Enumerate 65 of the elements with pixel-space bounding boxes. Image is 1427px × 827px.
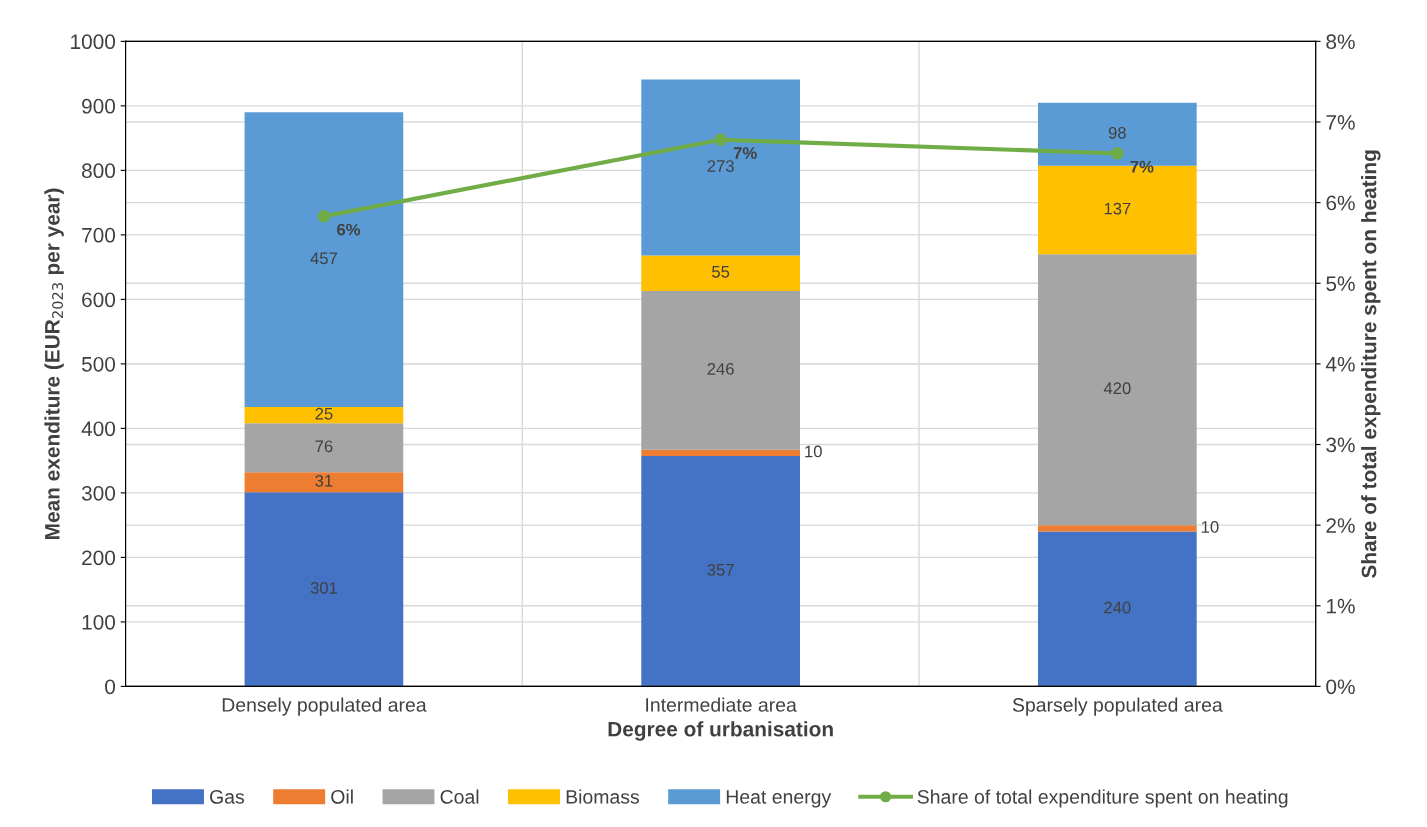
bar	[244, 492, 404, 687]
y2-tick-label: 5%	[1326, 276, 1355, 291]
bar	[1038, 254, 1197, 526]
bar	[641, 290, 800, 450]
y-axis-title: Mean exenditure (EUR$_{2023}$ per year)	[44, 188, 64, 539]
x-tick-label: Sparsely populated area	[1012, 697, 1223, 716]
bar	[641, 456, 800, 687]
bar	[1038, 525, 1197, 532]
data-label: 246	[707, 363, 734, 375]
y-tick-label: 900	[82, 98, 116, 114]
y2-tick-label: 4%	[1325, 356, 1355, 372]
legend-label: Oil	[331, 789, 353, 804]
bar	[244, 112, 404, 408]
data-label: 55	[712, 266, 730, 278]
y-tick-label: 1000	[71, 34, 116, 50]
data-label: 240	[1104, 601, 1131, 614]
y-tick-label: 300	[81, 485, 116, 501]
data-label: 357	[707, 563, 734, 576]
data-label: 273	[707, 160, 734, 172]
y-tick-label: 100	[82, 614, 116, 630]
legend-label: Gas	[210, 789, 245, 804]
y2-tick-label: 2%	[1326, 518, 1355, 533]
data-label: 98	[1108, 126, 1126, 139]
x-tick-label: Densely populated area	[222, 697, 427, 716]
y-tick-label: 600	[82, 292, 116, 308]
bar	[641, 449, 800, 457]
legend-label: Coal	[440, 789, 479, 804]
point	[714, 133, 727, 146]
y-tick-label: 200	[82, 550, 116, 566]
bar	[244, 472, 404, 493]
data-label: 7%	[733, 147, 757, 159]
y2-tick-label: 8%	[1326, 34, 1355, 50]
bar	[1038, 531, 1197, 687]
y2-tick-label: 0%	[1326, 679, 1355, 695]
data-label: 76	[315, 440, 333, 453]
data-label: 31	[315, 474, 333, 487]
data-label: 457	[310, 252, 337, 265]
y-tick-label: 500	[81, 356, 116, 372]
x-tick-label: Intermediate area	[646, 697, 797, 712]
y2-tick-label: 6%	[1326, 195, 1355, 211]
bar	[244, 407, 404, 424]
legend-label: Biomass	[566, 789, 640, 804]
data-label: 10	[1201, 521, 1219, 533]
bar	[641, 255, 800, 291]
point	[1111, 147, 1124, 160]
y-tick-label: 400	[81, 421, 116, 437]
data-label: 25	[315, 407, 333, 420]
legend-label: Heat energy	[726, 790, 832, 808]
y2-tick-label: 1%	[1327, 598, 1355, 614]
data-label: 10	[805, 445, 822, 458]
bar	[641, 79, 800, 256]
data-label: 6%	[337, 223, 361, 236]
y2-tick-label: 7%	[1326, 115, 1355, 130]
bar	[244, 423, 404, 473]
data-label: 137	[1104, 202, 1131, 215]
y-tick-label: 700	[82, 227, 116, 243]
point	[317, 210, 331, 223]
data-label: 301	[310, 582, 338, 594]
x-axis-title: Degree of urbanisation	[608, 721, 833, 741]
legend-label: Share of total expenditure spent on heating	[917, 789, 1288, 808]
data-label: 420	[1103, 382, 1131, 395]
y2-axis-title: Share of total expenditure spent on heating	[1361, 150, 1381, 578]
y2-tick-label: 3%	[1326, 437, 1355, 453]
y-tick-label: 800	[82, 163, 116, 179]
y-tick-label: 0	[105, 679, 116, 695]
